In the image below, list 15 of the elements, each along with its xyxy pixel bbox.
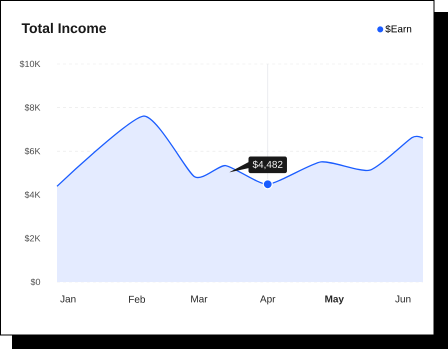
y-tick-label: $8K	[24, 104, 40, 112]
y-tick-label: $0	[30, 278, 40, 286]
y-tick-label: $2K	[24, 234, 40, 242]
legend-label: $Earn	[385, 24, 412, 34]
y-tick-label: $6K	[24, 148, 40, 155]
x-tick-label: Jan	[60, 296, 76, 302]
y-tick-label: $10K	[20, 60, 40, 68]
x-tick-label: Apr	[260, 296, 276, 304]
x-tick-label: Jun	[395, 296, 410, 302]
y-tick-label: $4K	[24, 191, 40, 198]
x-tick-label: Mar	[191, 296, 208, 302]
x-tick-label: Feb	[129, 296, 146, 303]
chart-title: Total Income	[22, 22, 106, 34]
annotation: $4,482	[252, 160, 282, 170]
x-tick-label: May	[325, 296, 344, 304]
